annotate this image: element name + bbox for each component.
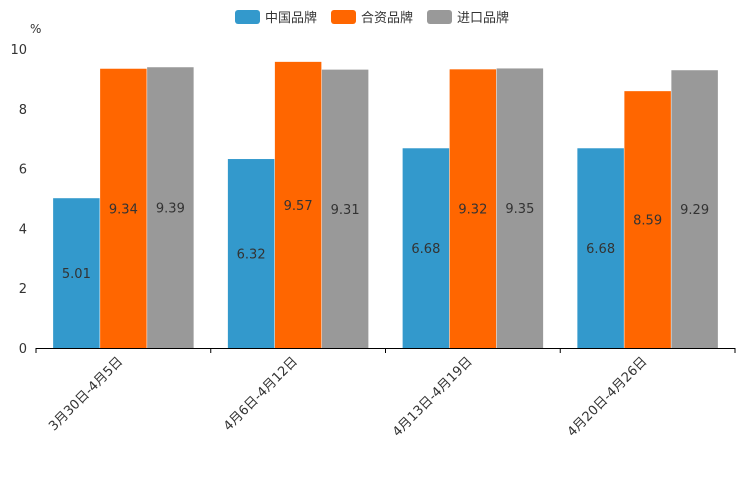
legend-swatch-jointventure <box>330 9 356 24</box>
bar-value-label: 5.01 <box>62 267 91 282</box>
bar-value-label: 6.68 <box>586 242 615 257</box>
x-category-label: 4月6日-4月12日 <box>221 354 301 434</box>
bars-group: 5.01 9.34 9.39 6.32 9.57 9.31 6.68 9.32 9.35 6.68… <box>53 61 718 349</box>
y-axis-ticks: 0 2 4 6 8 10 <box>10 43 27 357</box>
legend-swatch-china <box>234 9 260 24</box>
bar[interactable] <box>577 148 624 348</box>
bar-value-label: 9.35 <box>505 202 534 217</box>
bar[interactable] <box>496 68 544 348</box>
y-tick-label: 10 <box>10 43 27 58</box>
legend-swatch-imported <box>427 9 452 24</box>
legend-label-jointventure: 合资品牌 <box>360 11 413 26</box>
bar[interactable] <box>53 198 100 348</box>
bar[interactable] <box>671 70 718 348</box>
y-axis-unit-label: % <box>30 22 41 36</box>
y-tick-label: 2 <box>19 282 27 297</box>
bar[interactable] <box>402 148 450 348</box>
x-category-label: 4月20日-4月26日 <box>565 354 651 440</box>
legend: 中国品牌 合资品牌 进口品牌 <box>0 7 744 26</box>
bar-value-label: 8.59 <box>633 214 662 229</box>
bar-value-label: 6.68 <box>411 242 440 257</box>
bar[interactable] <box>100 68 147 348</box>
y-tick-label: 6 <box>19 163 27 178</box>
x-category-label: 4月13日-4月19日 <box>390 354 476 440</box>
y-tick-label: 0 <box>19 342 27 357</box>
bar[interactable] <box>147 67 194 348</box>
bar-value-label: 9.34 <box>109 202 138 217</box>
x-axis: 3月30日-4月5日 4月6日-4月12日 4月13日-4月19日 4月20日-4月2… <box>35 348 736 440</box>
bar-value-label: 9.57 <box>284 199 313 214</box>
legend-item-jointventure[interactable]: 合资品牌 <box>330 7 413 26</box>
legend-label-imported: 进口品牌 <box>457 11 510 26</box>
y-tick-label: 8 <box>19 103 27 118</box>
bar[interactable] <box>624 91 671 348</box>
bar-value-label: 6.32 <box>237 248 266 263</box>
bar[interactable] <box>274 61 322 349</box>
bar-value-label: 9.31 <box>331 203 360 218</box>
bar-value-label: 9.39 <box>156 202 185 217</box>
legend-label-china: 中国品牌 <box>264 11 317 26</box>
bar-value-label: 9.32 <box>458 203 487 218</box>
y-tick-label: 4 <box>19 222 27 237</box>
bar[interactable] <box>321 69 369 349</box>
bar[interactable] <box>227 159 275 348</box>
legend-item-china[interactable]: 中国品牌 <box>234 7 317 26</box>
bar[interactable] <box>449 69 497 348</box>
x-category-label: 3月30日-4月5日 <box>46 354 126 434</box>
bar-value-label: 9.29 <box>680 203 709 218</box>
legend-item-imported[interactable]: 进口品牌 <box>427 7 509 26</box>
